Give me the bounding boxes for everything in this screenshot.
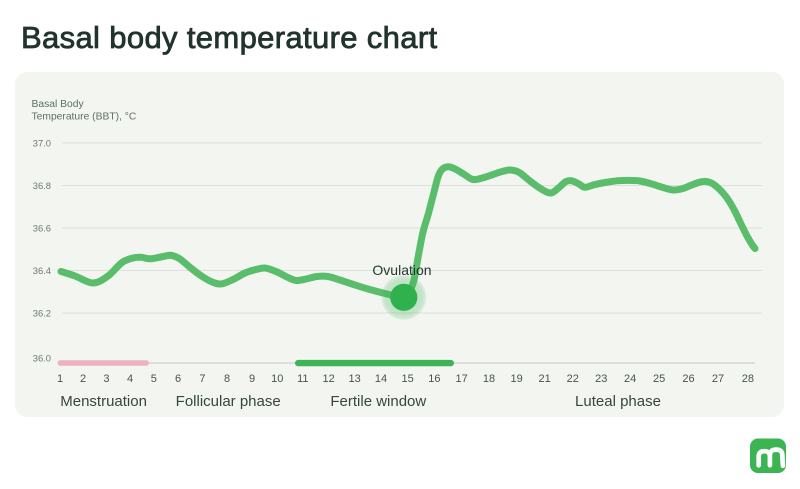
svg-text:Ovulation: Ovulation	[372, 262, 431, 278]
svg-text:9: 9	[249, 373, 255, 385]
svg-text:11: 11	[297, 373, 308, 385]
svg-text:Follicular phase: Follicular phase	[176, 393, 281, 410]
svg-text:17: 17	[455, 373, 467, 385]
svg-text:26: 26	[682, 373, 694, 385]
svg-text:27: 27	[712, 373, 724, 385]
svg-text:15: 15	[401, 373, 413, 385]
svg-text:36.4: 36.4	[33, 265, 51, 276]
svg-text:2: 2	[80, 373, 86, 385]
svg-text:14: 14	[375, 373, 387, 385]
svg-text:10: 10	[271, 373, 283, 385]
svg-text:22: 22	[567, 373, 579, 385]
svg-text:25: 25	[653, 373, 665, 385]
svg-text:21: 21	[538, 373, 550, 385]
svg-text:19: 19	[510, 373, 522, 385]
svg-text:36.6: 36.6	[33, 223, 51, 234]
svg-text:36.0: 36.0	[33, 353, 51, 364]
svg-text:37.0: 37.0	[33, 138, 51, 149]
svg-text:5: 5	[151, 373, 157, 385]
svg-text:4: 4	[127, 373, 133, 385]
svg-text:36.8: 36.8	[33, 180, 51, 191]
svg-text:12: 12	[322, 373, 334, 385]
svg-text:13: 13	[348, 373, 360, 385]
svg-text:Fertile window: Fertile window	[330, 393, 426, 410]
svg-text:6: 6	[175, 373, 181, 385]
svg-text:16: 16	[428, 373, 440, 385]
svg-text:23: 23	[595, 373, 607, 385]
svg-text:Basal Body: Basal Body	[32, 99, 85, 110]
svg-text:Menstruation: Menstruation	[60, 393, 147, 410]
svg-text:7: 7	[199, 373, 205, 385]
svg-text:3: 3	[103, 373, 109, 385]
svg-text:24: 24	[624, 373, 636, 385]
svg-text:1: 1	[57, 373, 63, 385]
svg-text:Luteal phase: Luteal phase	[575, 393, 661, 410]
svg-text:Temperature (BBT), °C: Temperature (BBT), °C	[32, 112, 137, 123]
svg-text:36.2: 36.2	[33, 308, 51, 319]
svg-text:8: 8	[224, 373, 230, 385]
svg-text:18: 18	[483, 373, 495, 385]
svg-text:28: 28	[742, 373, 754, 385]
